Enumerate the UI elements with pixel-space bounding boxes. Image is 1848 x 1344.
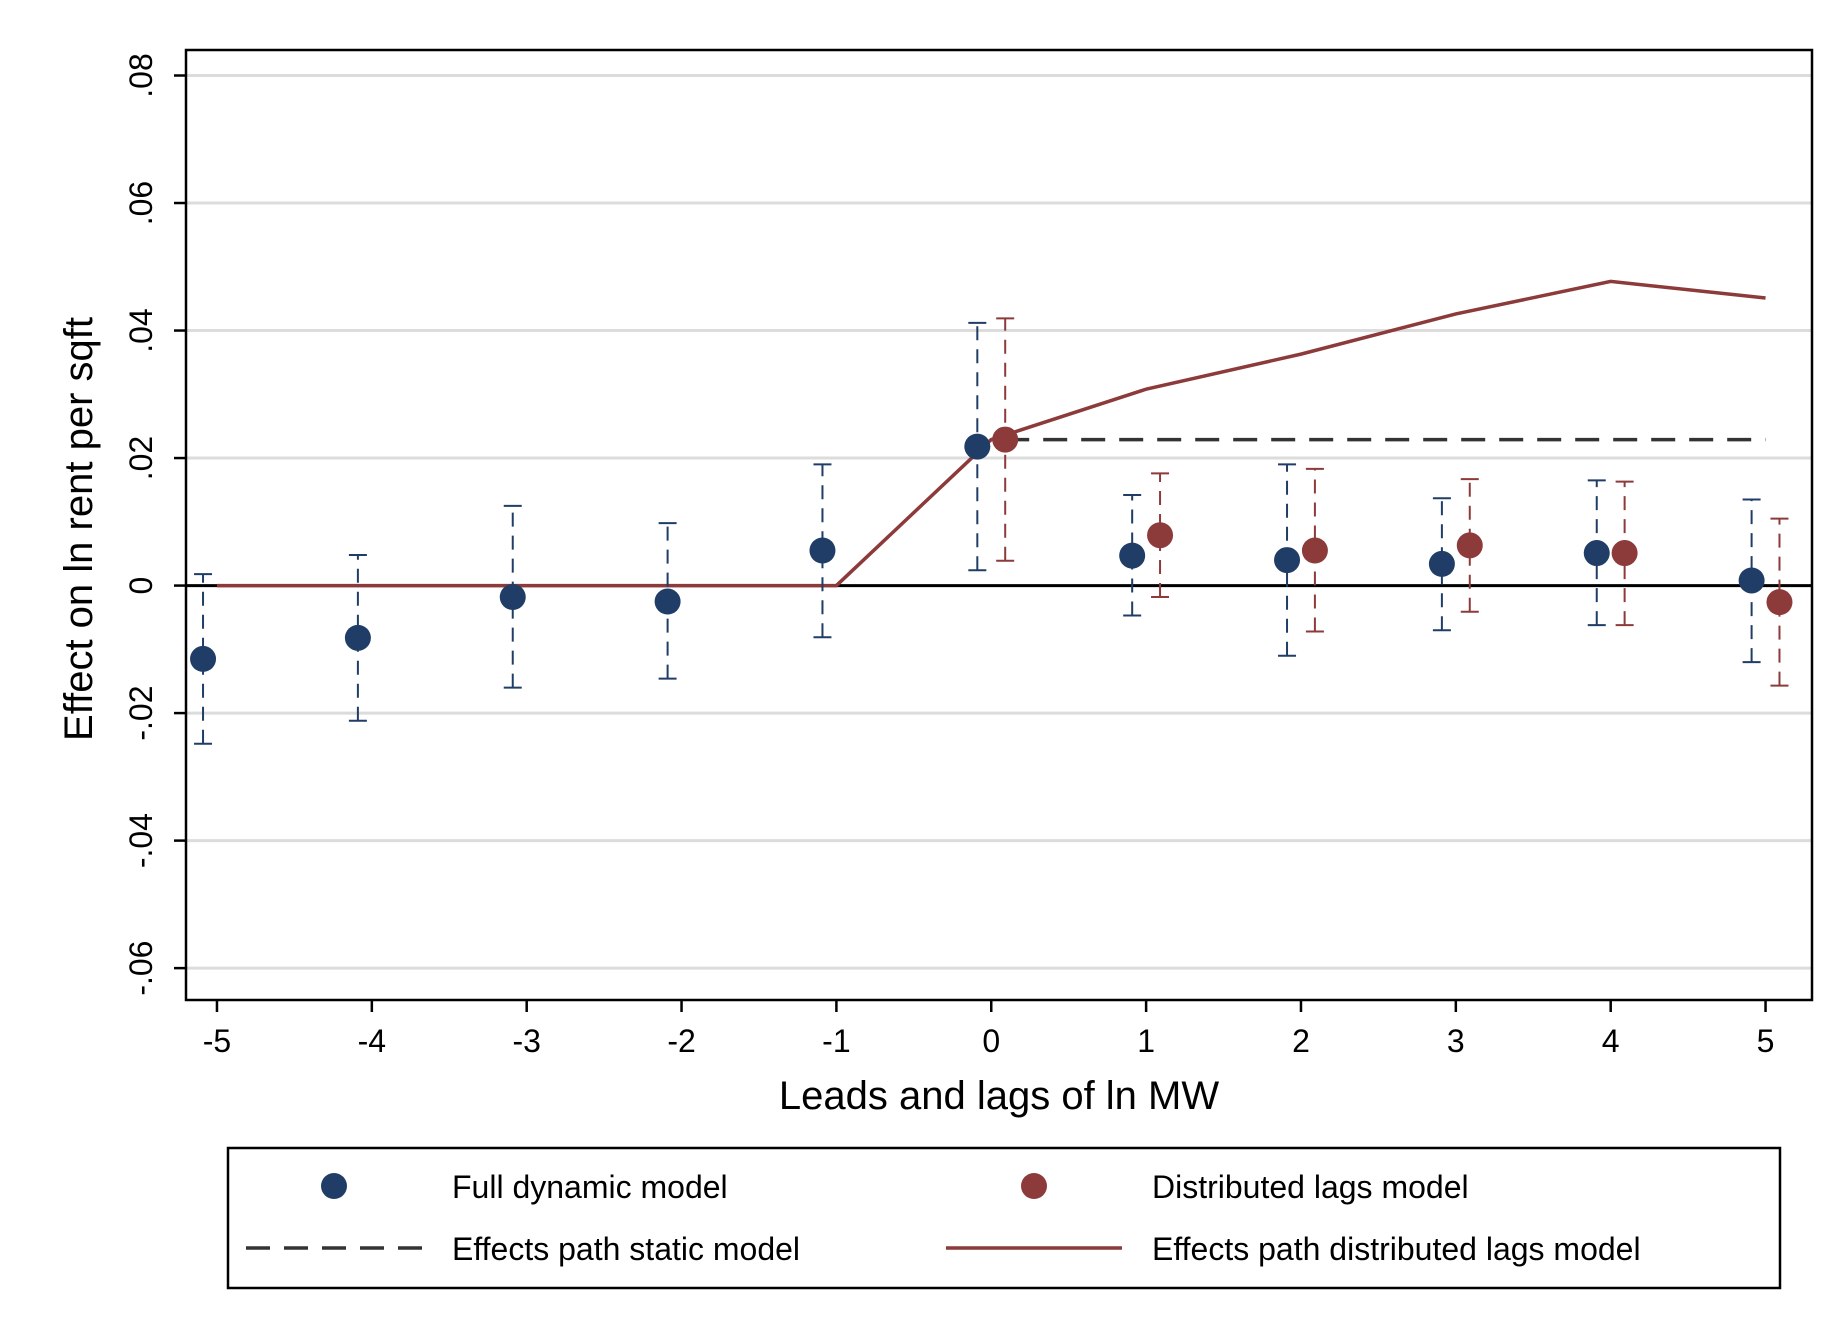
legend-label: Distributed lags model [1152,1169,1469,1205]
x-tick-label: 4 [1602,1023,1620,1059]
x-tick-label: -4 [358,1023,386,1059]
full-dynamic-point [654,588,681,615]
legend: Full dynamic model Distributed lags model… [226,1146,1782,1290]
x-axis: -5 -4 -3 -2 -1 0 1 2 3 4 5 [203,1000,1775,1059]
x-tick-label: 5 [1757,1023,1775,1059]
y-tick-label: -.06 [123,941,159,996]
x-tick-label: -5 [203,1023,231,1059]
full-dynamic-point [964,433,991,460]
distributed-lags-path-group [216,279,1766,588]
distributed-lags-point [1301,537,1328,564]
legend-box [226,1146,1782,1290]
y-tick-label: -.04 [123,813,159,868]
distributed-lags-path-line [216,279,1766,588]
legend-label: Effects path static model [452,1231,800,1267]
point-estimates-group [190,426,1793,672]
y-tick-label: .02 [123,436,159,480]
y-tick-label: .06 [123,181,159,225]
gridlines [186,74,1812,970]
distributed-lags-point [1766,589,1793,616]
y-tick-label: 0 [123,577,159,595]
distributed-lags-point [992,426,1019,453]
full-dynamic-point [1738,567,1765,594]
y-tick-label: .08 [123,53,159,97]
full-dynamic-point [190,645,217,672]
y-tick-label: .04 [123,308,159,352]
x-tick-label: 0 [982,1023,1000,1059]
legend-label: Full dynamic model [452,1169,728,1205]
full-dynamic-point [1428,550,1455,577]
legend-label: Effects path distributed lags model [1152,1231,1641,1267]
x-axis-title: Leads and lags of ln MW [779,1074,1219,1118]
full-dynamic-point [344,624,371,651]
distributed-lags-point [1456,532,1483,559]
x-tick-label: -2 [667,1023,695,1059]
x-tick-label: -1 [822,1023,850,1059]
plot-frame [184,48,1814,1002]
full-dynamic-point [1119,542,1146,569]
x-tick-label: 1 [1137,1023,1155,1059]
x-tick-label: 3 [1447,1023,1465,1059]
full-dynamic-point [1583,540,1610,567]
legend-marker [1021,1173,1047,1199]
x-tick-label: 2 [1292,1023,1310,1059]
y-tick-label: -.02 [123,686,159,741]
full-dynamic-point [499,584,526,611]
full-dynamic-point [1274,547,1301,574]
distributed-lags-point [1147,522,1174,549]
x-tick-label: -3 [512,1023,540,1059]
y-axis: -.06 -.04 -.02 0 .02 .04 .06 .08 [123,53,186,996]
y-axis-title: Effect on ln rent per sqft [57,317,101,741]
legend-marker [321,1173,347,1199]
distributed-lags-point [1611,540,1638,567]
full-dynamic-point [809,537,836,564]
